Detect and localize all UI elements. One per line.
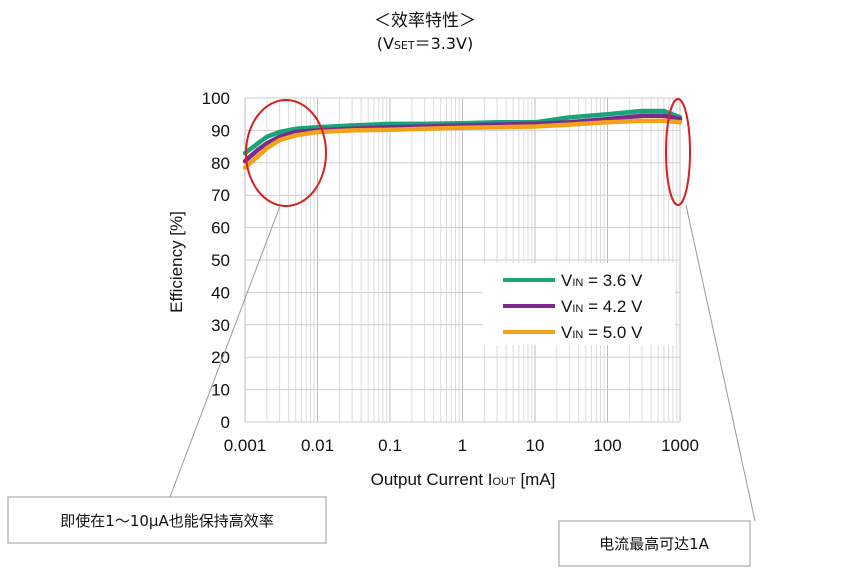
tick-labels: 0.001 0.01 0.1 1 10 100 1000 0 10 20 30 40 50 60 70 80 9… bbox=[202, 89, 699, 455]
series-line bbox=[242, 113, 683, 164]
legend-label: VIN = 5.0 V bbox=[561, 323, 643, 342]
chart-title: ＜效率特性＞ bbox=[374, 11, 476, 31]
annotation-right: 电流最高可达1A bbox=[558, 520, 751, 567]
y-tick-label: 50 bbox=[211, 251, 230, 270]
annotation-left-box bbox=[7, 496, 327, 544]
y-tick-label: 20 bbox=[211, 348, 230, 367]
x-tick-label: 1 bbox=[458, 436, 467, 455]
y-axis-label: Efficiency [%] bbox=[167, 211, 186, 313]
leader-line-left bbox=[169, 205, 281, 498]
legend: VIN = 3.6 V VIN = 4.2 V VIN = 5.0 V bbox=[483, 263, 675, 345]
chart-subtitle: (VSET＝3.3V) bbox=[377, 34, 473, 53]
series-line bbox=[242, 108, 683, 156]
y-tick-label: 80 bbox=[211, 154, 230, 173]
series-lines bbox=[242, 108, 683, 170]
y-tick-label: 60 bbox=[211, 219, 230, 238]
legend-label: VIN = 3.6 V bbox=[561, 271, 643, 290]
low-current-highlight-ellipse bbox=[245, 99, 327, 207]
legend-label: VIN = 4.2 V bbox=[561, 297, 643, 316]
series-line bbox=[242, 118, 683, 170]
y-tick-label: 100 bbox=[202, 89, 230, 108]
annotation-left-text: 即使在1～10μA也能保持高效率 bbox=[60, 512, 273, 530]
max-current-highlight-ellipse bbox=[665, 98, 691, 206]
annotation-left: 即使在1～10μA也能保持高效率 bbox=[7, 496, 327, 544]
x-tick-label: 10 bbox=[526, 436, 545, 455]
x-axis-label: Output Current IOUT [mA] bbox=[371, 470, 556, 489]
y-tick-label: 0 bbox=[221, 413, 230, 432]
y-tick-label: 10 bbox=[211, 381, 230, 400]
x-tick-label: 100 bbox=[593, 436, 621, 455]
leader-line-right bbox=[685, 204, 756, 522]
highlight-marks bbox=[169, 98, 756, 522]
x-tick-label: 0.001 bbox=[224, 436, 267, 455]
x-tick-label: 0.1 bbox=[378, 436, 402, 455]
annotation-right-text: 电流最高可达1A bbox=[599, 535, 710, 553]
y-tick-label: 30 bbox=[211, 316, 230, 335]
x-tick-label: 0.01 bbox=[301, 436, 334, 455]
grid bbox=[244, 97, 681, 423]
y-tick-label: 90 bbox=[211, 121, 230, 140]
y-tick-label: 70 bbox=[211, 186, 230, 205]
annotation-right-box bbox=[558, 520, 751, 567]
y-tick-label: 40 bbox=[211, 283, 230, 302]
x-tick-label: 1000 bbox=[661, 436, 699, 455]
